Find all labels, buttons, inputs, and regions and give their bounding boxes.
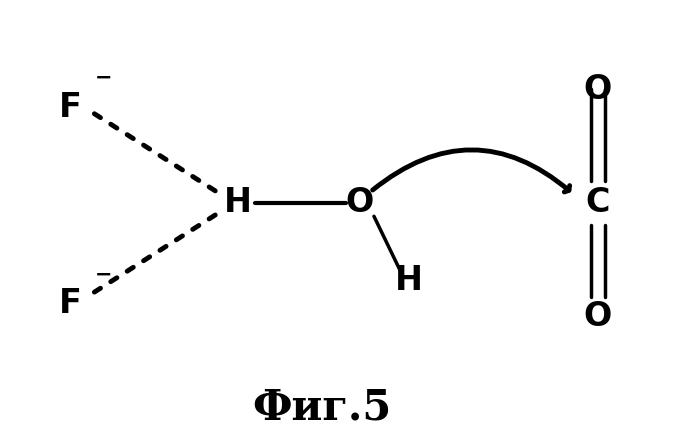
Text: O: O	[346, 186, 374, 219]
Text: −: −	[94, 264, 113, 284]
Text: −: −	[94, 68, 113, 88]
Text: O: O	[584, 73, 612, 106]
Text: C: C	[585, 186, 610, 219]
Text: Фиг.5: Фиг.5	[252, 386, 391, 428]
Text: F: F	[59, 91, 81, 124]
Text: H: H	[224, 186, 252, 219]
Text: F: F	[59, 287, 81, 320]
Text: O: O	[584, 300, 612, 333]
Text: H: H	[395, 264, 423, 297]
